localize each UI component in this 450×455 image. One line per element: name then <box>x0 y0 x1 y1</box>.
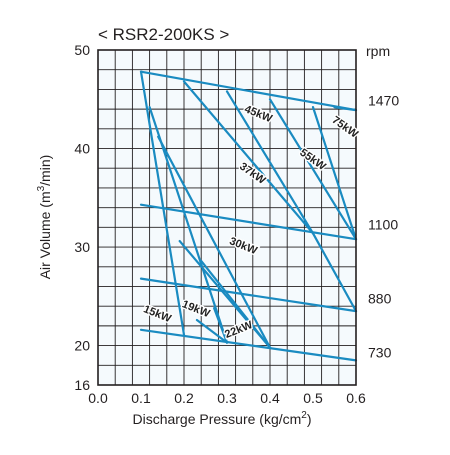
power-line-segment <box>213 307 229 344</box>
power-line-45kW <box>268 98 358 241</box>
power-line-segment <box>178 240 272 349</box>
y-tick-label: 16 <box>74 377 90 393</box>
y-axis-title-end: /min) <box>37 155 53 186</box>
power-line-37kW <box>225 90 315 235</box>
rpm-label: 1470 <box>368 92 399 108</box>
x-axis-title-main: Discharge Pressure (kg/cm <box>132 411 301 427</box>
plot-border <box>97 49 357 386</box>
y-axis-title-sup: 3 <box>36 185 47 191</box>
power-line-30kW-lower <box>311 232 358 313</box>
rpm-curve-1100 <box>139 203 358 241</box>
rpm-curve-880 <box>139 277 358 313</box>
power-line-22kW <box>157 135 272 349</box>
y-tick-label: 30 <box>74 239 90 255</box>
power-line-segment <box>195 318 229 344</box>
x-tick-label: 0.3 <box>217 390 237 406</box>
rpm-curve-730 <box>139 328 358 362</box>
y-axis-title-main: Air Volume (m <box>37 191 53 279</box>
y-tick-label: 50 <box>74 42 90 58</box>
x-tick-label: 0.1 <box>131 390 151 406</box>
y-tick-label: 40 <box>74 141 90 157</box>
x-tick-label: 0.0 <box>88 390 108 406</box>
rpm-label: 730 <box>368 344 392 360</box>
y-axis-title: Air Volume (m3/min) <box>36 155 53 280</box>
x-axis-title-sup: 2 <box>301 410 307 421</box>
rpm-label: 1100 <box>368 216 398 232</box>
x-tick-label: 0.4 <box>260 390 280 406</box>
rpm-label: 880 <box>368 290 392 306</box>
x-tick-label: 0.5 <box>303 390 323 406</box>
power-line-75kW <box>333 106 358 112</box>
power-line-15kW <box>139 70 186 336</box>
plot-frame <box>97 49 357 386</box>
rpm-unit-label: rpm <box>366 43 390 59</box>
chart-title: < RSR2-200KS > <box>98 25 229 44</box>
rpm-curve-1470 <box>139 70 358 112</box>
data-lines <box>139 70 358 362</box>
y-tick-label: 20 <box>74 338 90 354</box>
x-axis-title: Discharge Pressure (kg/cm2) <box>132 410 311 427</box>
x-tick-label: 0.2 <box>174 390 194 406</box>
x-tick-label: 0.6 <box>346 390 366 406</box>
power-line-55kW <box>311 106 358 241</box>
x-axis-title-end: ) <box>307 411 312 427</box>
tick-labels: 0.0 0.1 0.2 0.3 0.4 0.5 0.6 16 20 30 40 50 1470 1100 8… <box>74 42 399 406</box>
power-line-30kW <box>182 80 315 235</box>
